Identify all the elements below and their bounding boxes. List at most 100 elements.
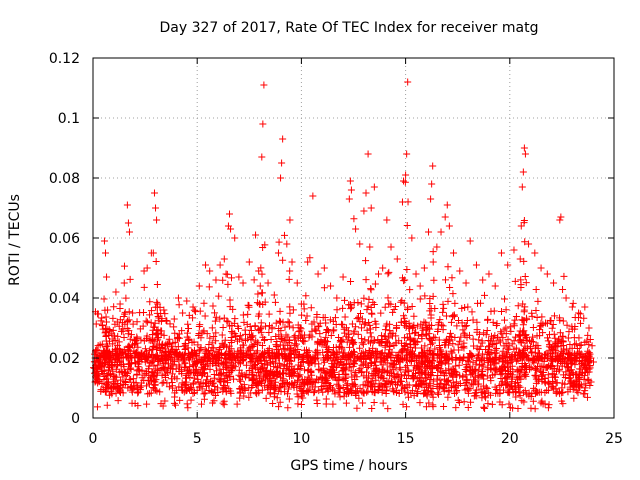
- data-point: [157, 344, 165, 352]
- data-point: [431, 334, 439, 342]
- x-tick-label: 25: [605, 431, 623, 447]
- data-point: [336, 385, 344, 393]
- data-point: [382, 338, 390, 346]
- data-point: [100, 237, 108, 245]
- data-point: [147, 307, 155, 315]
- data-point: [574, 389, 582, 397]
- data-point: [568, 359, 576, 367]
- data-point: [442, 312, 450, 320]
- data-point: [321, 314, 329, 322]
- data-point: [403, 403, 411, 411]
- data-point: [261, 382, 269, 390]
- data-point: [463, 379, 471, 387]
- data-point: [169, 360, 177, 368]
- data-point: [479, 362, 487, 370]
- data-point: [228, 336, 236, 344]
- data-point: [270, 386, 278, 394]
- data-point: [512, 379, 520, 387]
- data-point: [237, 354, 245, 362]
- data-point: [529, 323, 537, 331]
- data-point: [401, 334, 409, 342]
- data-point: [473, 354, 481, 362]
- data-point: [412, 382, 420, 390]
- data-point: [402, 171, 410, 179]
- data-point: [233, 400, 241, 408]
- data-point: [381, 332, 389, 340]
- data-point: [387, 300, 395, 308]
- data-point: [245, 345, 253, 353]
- data-point: [520, 327, 528, 335]
- data-point: [341, 313, 349, 321]
- data-point: [533, 366, 541, 374]
- data-point: [379, 399, 387, 407]
- data-point: [179, 309, 187, 317]
- data-point: [455, 316, 463, 324]
- data-point: [482, 383, 490, 391]
- data-point: [422, 354, 430, 362]
- data-point: [226, 296, 234, 304]
- data-point: [474, 299, 482, 307]
- data-point: [427, 311, 435, 319]
- data-point: [498, 358, 506, 366]
- data-point: [281, 346, 289, 354]
- data-point: [348, 320, 356, 328]
- data-point: [238, 353, 246, 361]
- data-point: [550, 385, 558, 393]
- data-point: [456, 380, 464, 388]
- data-point: [159, 402, 167, 410]
- data-point: [401, 318, 409, 326]
- data-point: [364, 379, 372, 387]
- data-point: [154, 312, 162, 320]
- data-point: [235, 273, 243, 281]
- data-point: [298, 376, 306, 384]
- data-point: [411, 329, 419, 337]
- data-point: [448, 274, 456, 282]
- data-point: [161, 370, 169, 378]
- data-point: [363, 377, 371, 385]
- data-point: [199, 366, 207, 374]
- data-point: [581, 369, 589, 377]
- data-point: [529, 338, 537, 346]
- data-point: [350, 215, 358, 223]
- data-point: [371, 280, 379, 288]
- data-point: [327, 351, 335, 359]
- data-point: [112, 389, 120, 397]
- data-point: [577, 341, 585, 349]
- data-point: [414, 331, 422, 339]
- data-point: [387, 354, 395, 362]
- data-point: [429, 292, 437, 300]
- data-point: [345, 195, 353, 203]
- data-point: [198, 358, 206, 366]
- data-point: [324, 345, 332, 353]
- data-point: [421, 292, 429, 300]
- data-point: [236, 332, 244, 340]
- data-point: [498, 330, 506, 338]
- data-point: [208, 324, 216, 332]
- data-point: [452, 404, 460, 412]
- data-point: [506, 370, 514, 378]
- data-point: [409, 375, 417, 383]
- data-point: [381, 341, 389, 349]
- data-point: [279, 318, 287, 326]
- data-point: [210, 344, 218, 352]
- data-point: [152, 257, 160, 265]
- data-point: [206, 267, 214, 275]
- data-point: [103, 325, 111, 333]
- data-point: [382, 387, 390, 395]
- data-point: [392, 351, 400, 359]
- data-point: [121, 308, 129, 316]
- data-point: [305, 375, 313, 383]
- data-point: [532, 306, 540, 314]
- data-point: [363, 363, 371, 371]
- data-point: [559, 400, 567, 408]
- data-point: [408, 302, 416, 310]
- data-point: [103, 401, 111, 409]
- data-point: [430, 276, 438, 284]
- data-point: [429, 258, 437, 266]
- data-point: [253, 340, 261, 348]
- data-point: [366, 321, 374, 329]
- data-point: [226, 210, 234, 218]
- data-point: [377, 309, 385, 317]
- data-point: [413, 338, 421, 346]
- data-point: [365, 318, 373, 326]
